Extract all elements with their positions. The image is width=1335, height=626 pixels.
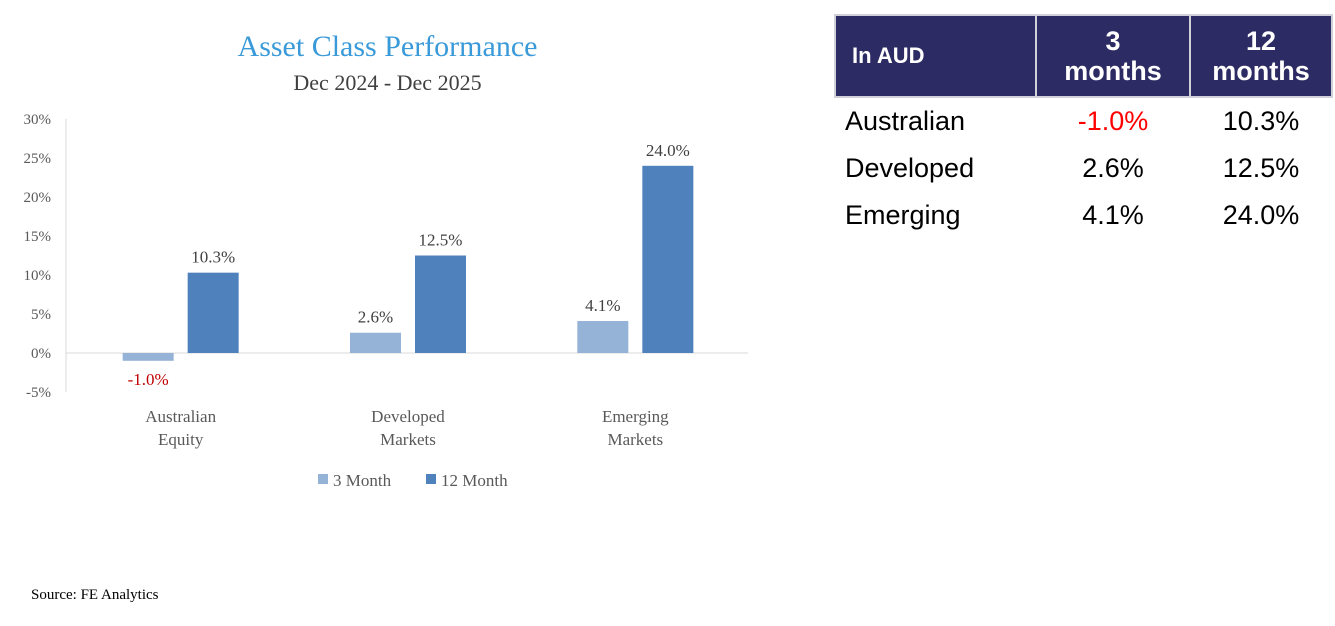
y-tick-label: 10% xyxy=(24,268,52,284)
y-tick-label: 30% xyxy=(24,112,52,128)
y-tick-label: 20% xyxy=(24,190,52,206)
x-category-label: Markets xyxy=(380,430,436,449)
data-label: 4.1% xyxy=(585,296,620,315)
value-12m: 24.0% xyxy=(1222,200,1300,230)
bar-12-month xyxy=(642,165,694,353)
header-12-months-line2: months xyxy=(1212,56,1310,86)
x-category-label: Australian xyxy=(145,407,216,426)
table-row: Developed 2.6% 12.5% xyxy=(835,145,1332,192)
bar-12-month xyxy=(187,272,239,353)
header-in-aud: In AUD xyxy=(834,14,1037,98)
value-3m: 4.1% xyxy=(1082,200,1144,230)
x-category-label: Markets xyxy=(607,430,663,449)
data-label: 12.5% xyxy=(419,231,463,250)
y-tick-label: 15% xyxy=(24,229,52,245)
value-12m: 10.3% xyxy=(1222,106,1300,136)
header-3-months-line2: months xyxy=(1064,56,1162,86)
row-label: Developed xyxy=(845,153,975,183)
y-tick-label: -5% xyxy=(26,385,51,401)
bar-3-month xyxy=(350,332,401,353)
header-12-months-line1: 12 xyxy=(1245,26,1277,56)
bar-12-month xyxy=(415,255,466,353)
legend-swatch xyxy=(318,474,328,484)
bar-chart: 30% 25% 20% 15% 10% 5% 0% -5% -1.0% 10.3% Australi… xyxy=(24,112,748,490)
chart-subtitle: Dec 2024 - Dec 2025 xyxy=(293,70,482,95)
header-12-months: 12 months xyxy=(1189,14,1333,98)
performance-table: In AUD 3 months 12 months Australian -1.0%… xyxy=(834,14,1333,239)
data-label: -1.0% xyxy=(128,370,169,389)
x-category-label: Equity xyxy=(158,430,204,449)
x-category-label: Emerging xyxy=(602,407,669,426)
row-label: Australian xyxy=(845,106,966,136)
y-tick-label: 0% xyxy=(31,346,51,362)
table-row: Emerging 4.1% 24.0% xyxy=(835,192,1332,239)
header-3-months: 3 months xyxy=(1035,14,1191,98)
row-label: Emerging xyxy=(845,200,961,230)
y-tick-label: 5% xyxy=(31,307,51,323)
value-3m: 2.6% xyxy=(1082,153,1144,183)
x-category-label: Developed xyxy=(371,407,445,426)
chart-title: Asset Class Performance xyxy=(237,30,538,63)
legend-swatch xyxy=(426,474,436,484)
table-header-row: In AUD 3 months 12 months xyxy=(834,14,1333,98)
legend-label: 3 Month xyxy=(333,471,392,490)
header-3-months-line1: 3 xyxy=(1105,26,1121,56)
bar-3-month xyxy=(122,353,174,361)
legend-label: 12 Month xyxy=(441,471,508,490)
data-label: 2.6% xyxy=(358,308,393,327)
value-3m: -1.0% xyxy=(1077,106,1149,136)
y-tick-label: 25% xyxy=(24,151,52,167)
data-label: 24.0% xyxy=(646,141,690,160)
value-12m: 12.5% xyxy=(1222,153,1300,183)
data-label: 10.3% xyxy=(191,248,235,267)
bar-3-month xyxy=(577,321,629,353)
source-note: Source: FE Analytics xyxy=(31,587,159,603)
table-row: Australian -1.0% 10.3% xyxy=(835,97,1332,145)
